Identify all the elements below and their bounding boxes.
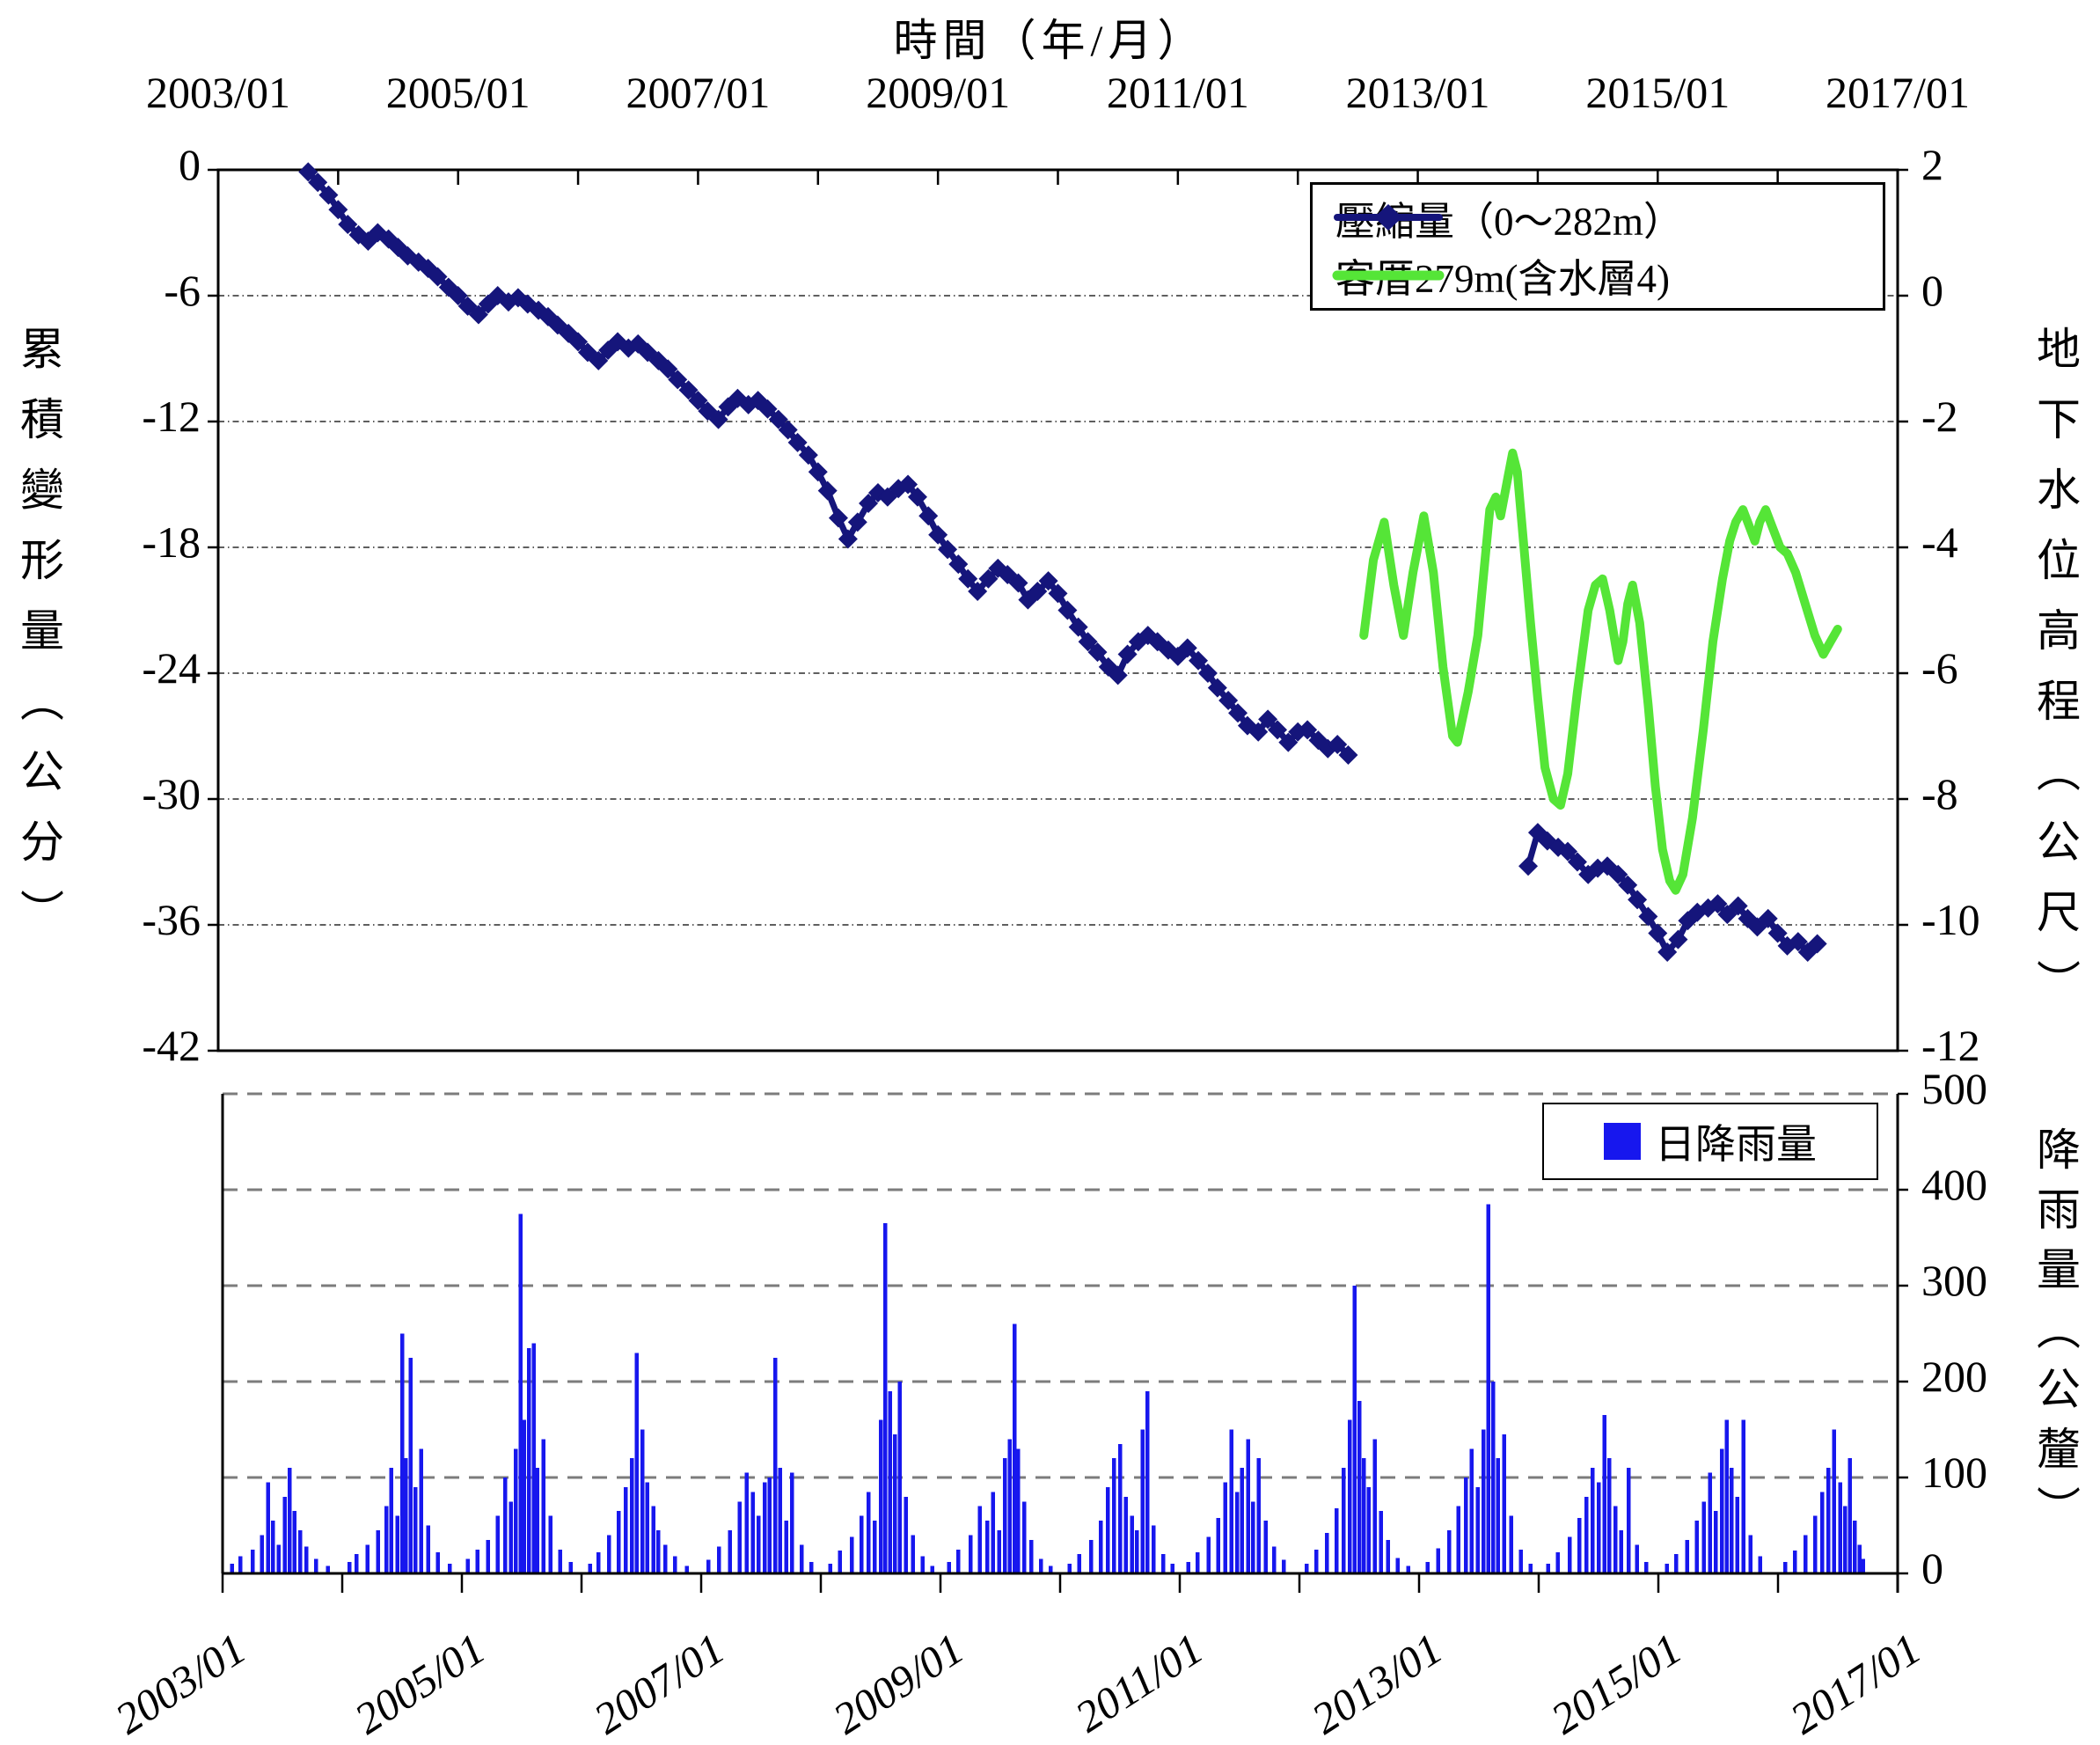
left-y-tick-label: -36 <box>142 895 201 944</box>
diamond-line-swatch-icon <box>1334 204 1443 231</box>
top-x-tick-label: 2013/01 <box>1345 68 1490 117</box>
left-y-tick-label: -30 <box>142 769 201 818</box>
rain-y-tick-label: 400 <box>1921 1160 1987 1209</box>
right-y-tick-label: -8 <box>1921 769 1958 818</box>
rain-y-tick-label: 500 <box>1921 1064 1987 1113</box>
top-x-tick-label: 2009/01 <box>866 68 1011 117</box>
left-y-tick-label: 0 <box>179 140 201 189</box>
top-axis-title: 時間（年/月） <box>893 16 1207 65</box>
top-x-tick-label: 2003/01 <box>146 68 290 117</box>
rain-y-tick-label: 200 <box>1921 1352 1987 1401</box>
right-y-tick-label: -2 <box>1921 392 1958 441</box>
top-plot-area <box>208 162 1908 1052</box>
top-x-tick-label: 2011/01 <box>1106 68 1249 117</box>
bottom-x-tick-label: 2013/01 <box>1303 1623 1451 1744</box>
left-y-tick-label: -42 <box>142 1021 201 1070</box>
right-y-tick-label: -6 <box>1921 643 1958 693</box>
right-y-tick-label: -10 <box>1921 895 1980 944</box>
legend-entry: 壓縮量（0～282m） <box>1334 189 1883 246</box>
left-y-tick-label: -6 <box>164 266 201 315</box>
legend-label: 日降雨量 <box>1655 1122 1817 1167</box>
legend-entry: 客厝279m(含水層4) <box>1332 246 1883 304</box>
right-y-tick-label: -4 <box>1921 517 1958 567</box>
top-x-tick-label: 2007/01 <box>626 68 771 117</box>
right-y-tick-label: 0 <box>1921 266 1943 315</box>
rain-legend: 日降雨量 <box>1542 1103 1878 1180</box>
right-axis-title: 地下水位高程（公尺） <box>2030 326 2080 1030</box>
rain-y-tick-label: 300 <box>1921 1256 1987 1305</box>
top-legend: 壓縮量（0～282m） 客厝279m(含水層4) <box>1310 182 1885 311</box>
bottom-x-tick-label: 2017/01 <box>1782 1623 1929 1744</box>
bottom-x-tick-label: 2015/01 <box>1542 1623 1690 1744</box>
line-swatch-icon <box>1332 270 1445 281</box>
square-swatch-icon <box>1604 1123 1641 1160</box>
right-y-tick-label: -12 <box>1921 1021 1980 1070</box>
left-y-tick-label: -12 <box>142 392 201 441</box>
top-x-tick-label: 2015/01 <box>1585 68 1730 117</box>
bottom-x-tick-label: 2009/01 <box>824 1623 972 1744</box>
bottom-plot-area <box>221 1092 1908 1593</box>
top-x-tick-label: 2005/01 <box>385 68 530 117</box>
top-x-tick-label: 2017/01 <box>1826 68 1970 117</box>
left-y-tick-label: -24 <box>142 643 201 693</box>
bottom-x-tick-label: 2011/01 <box>1066 1623 1211 1742</box>
right-y-tick-label: 2 <box>1921 140 1943 189</box>
rain-y-tick-label: 100 <box>1921 1448 1987 1497</box>
bottom-x-tick-label: 2005/01 <box>346 1623 494 1744</box>
bottom-x-tick-label: 2007/01 <box>585 1623 733 1744</box>
rain-y-tick-label: 0 <box>1921 1543 1943 1593</box>
rain-axis-title: 降雨量（公釐） <box>2030 1126 2080 1545</box>
left-axis-title: 累積變形量（公分） <box>14 326 63 959</box>
bottom-x-tick-label: 2003/01 <box>106 1623 254 1744</box>
left-y-tick-label: -18 <box>142 517 201 567</box>
